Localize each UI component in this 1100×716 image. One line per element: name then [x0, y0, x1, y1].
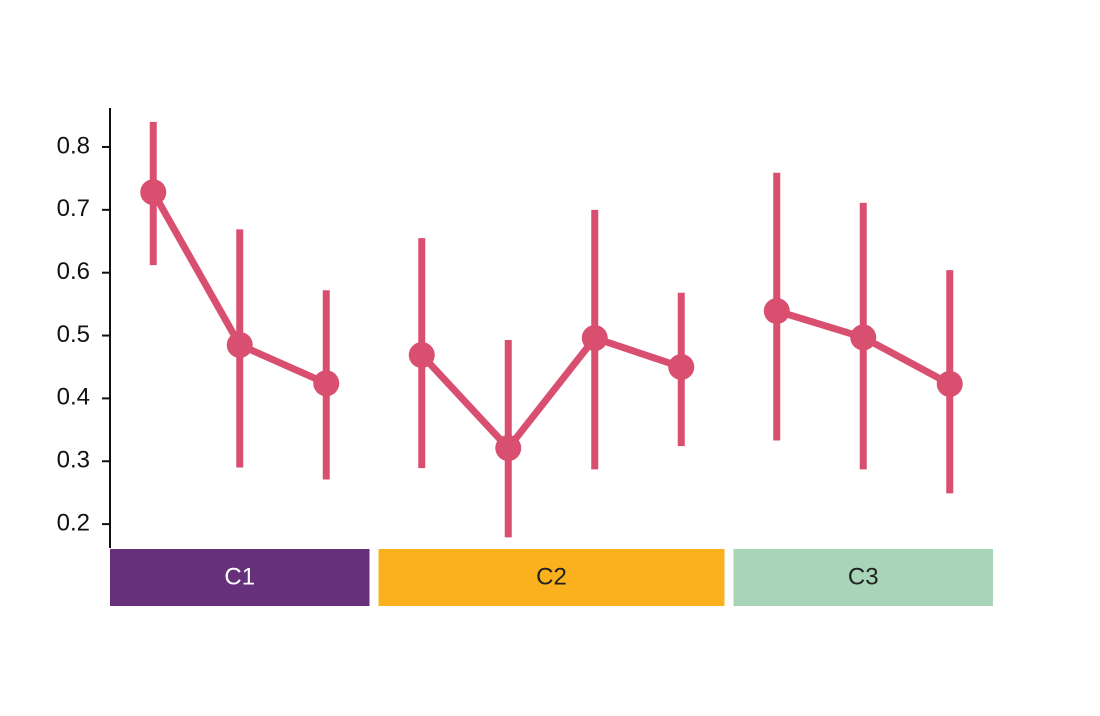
group-label: C2 — [536, 563, 567, 590]
point — [581, 325, 608, 352]
point — [936, 370, 963, 397]
group-label: C3 — [848, 563, 879, 590]
point — [850, 324, 877, 351]
point — [668, 353, 695, 380]
line — [419, 334, 683, 452]
point — [763, 298, 790, 325]
y-tick-label: 0.2 — [57, 509, 90, 536]
y-tick-label: 0.4 — [57, 384, 90, 411]
y-tick-label: 0.5 — [57, 321, 90, 348]
group-band — [378, 549, 725, 606]
y-tick-label: 0.3 — [57, 447, 90, 474]
group-band — [733, 549, 993, 606]
group-band — [110, 549, 370, 606]
point — [495, 435, 522, 462]
point — [226, 331, 253, 358]
y-tick-label: 0.8 — [57, 132, 90, 159]
y-tick-label: 0.6 — [57, 258, 90, 285]
y-tick-label: 0.7 — [57, 195, 90, 222]
point — [408, 342, 435, 369]
point — [313, 370, 340, 397]
point — [140, 179, 167, 206]
group-label: C1 — [224, 563, 255, 590]
